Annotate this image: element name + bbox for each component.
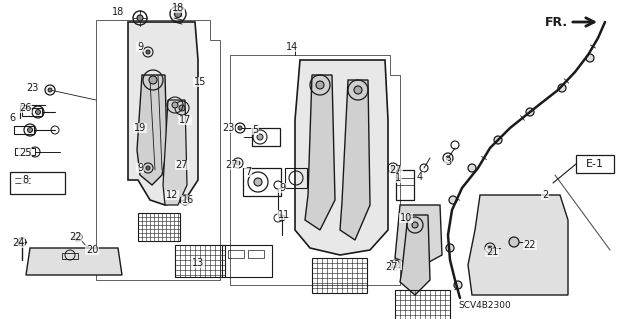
Circle shape [558,84,566,92]
Text: 22: 22 [524,240,536,250]
Circle shape [172,102,178,108]
Text: FR.: FR. [545,16,568,28]
Text: 15: 15 [194,77,206,87]
Text: 18: 18 [112,7,124,17]
Text: 7: 7 [245,167,251,177]
Circle shape [391,166,395,170]
Text: 16: 16 [182,195,194,205]
Text: 12: 12 [166,190,178,200]
Circle shape [48,88,52,92]
Circle shape [354,86,362,94]
Text: 10: 10 [400,213,412,223]
Text: 25: 25 [19,148,31,158]
Polygon shape [163,100,187,205]
Circle shape [446,156,450,160]
Circle shape [449,196,457,204]
Circle shape [316,81,324,89]
Bar [14,126,34,134]
Text: 11: 11 [278,210,290,220]
Text: 17: 17 [179,115,191,125]
Bar [312,258,367,293]
Bar [228,250,244,258]
Text: 12: 12 [389,260,401,270]
Polygon shape [295,60,388,255]
Circle shape [526,108,534,116]
Text: 14: 14 [286,42,298,52]
Text: 27: 27 [176,160,188,170]
Circle shape [509,237,519,247]
Circle shape [468,164,476,172]
Polygon shape [340,80,370,240]
Bar [252,128,280,146]
Circle shape [149,76,157,84]
Polygon shape [305,75,335,230]
Text: 20: 20 [86,245,98,255]
Polygon shape [137,75,167,185]
Bar [10,172,65,194]
Bar [396,170,414,200]
Circle shape [137,15,143,21]
Text: 9: 9 [137,163,143,173]
Circle shape [257,134,263,140]
Polygon shape [468,195,568,295]
Text: 13: 13 [192,258,204,268]
Circle shape [494,136,502,144]
Bar [243,168,281,196]
Text: 4: 4 [417,172,423,182]
Circle shape [175,11,182,18]
Bar [576,155,614,173]
Polygon shape [26,248,122,275]
Bar [175,245,225,277]
Text: 9: 9 [279,183,285,193]
Circle shape [238,126,242,130]
Circle shape [393,263,397,267]
Polygon shape [128,22,198,205]
Circle shape [74,233,82,241]
Text: 9: 9 [137,42,143,52]
Circle shape [412,222,418,228]
Text: 19: 19 [134,123,146,133]
Circle shape [28,128,33,132]
Text: 3: 3 [445,157,451,167]
Bar [222,245,272,277]
Text: 26: 26 [19,103,31,113]
Circle shape [146,50,150,54]
Text: 5: 5 [252,125,258,135]
Circle shape [454,281,462,289]
Bar [62,253,78,259]
Bar [22,108,42,116]
Bar [248,250,264,258]
Text: 27: 27 [226,160,238,170]
Bar [138,213,180,241]
Text: 18: 18 [172,3,184,13]
Text: 24: 24 [12,238,24,248]
Polygon shape [400,215,430,295]
Text: 21: 21 [486,247,498,257]
Text: 2: 2 [542,190,548,200]
Text: 6: 6 [9,113,15,123]
Circle shape [179,105,185,111]
Text: 23: 23 [222,123,234,133]
Text: 22: 22 [68,232,81,242]
Text: SCV4B2300: SCV4B2300 [459,301,511,310]
Bar [285,168,307,188]
Circle shape [146,166,150,170]
Circle shape [254,178,262,186]
Circle shape [446,244,454,252]
Polygon shape [395,205,442,268]
Text: 1: 1 [395,173,401,183]
Circle shape [586,54,594,62]
Circle shape [488,246,492,250]
Bar [395,290,450,319]
Circle shape [236,161,240,165]
Text: E-1: E-1 [586,159,604,169]
Text: 27: 27 [386,262,398,272]
Text: 23: 23 [26,83,38,93]
Bar [15,148,35,155]
Circle shape [35,109,40,115]
Text: 27: 27 [390,165,403,175]
Text: 8: 8 [22,175,28,185]
